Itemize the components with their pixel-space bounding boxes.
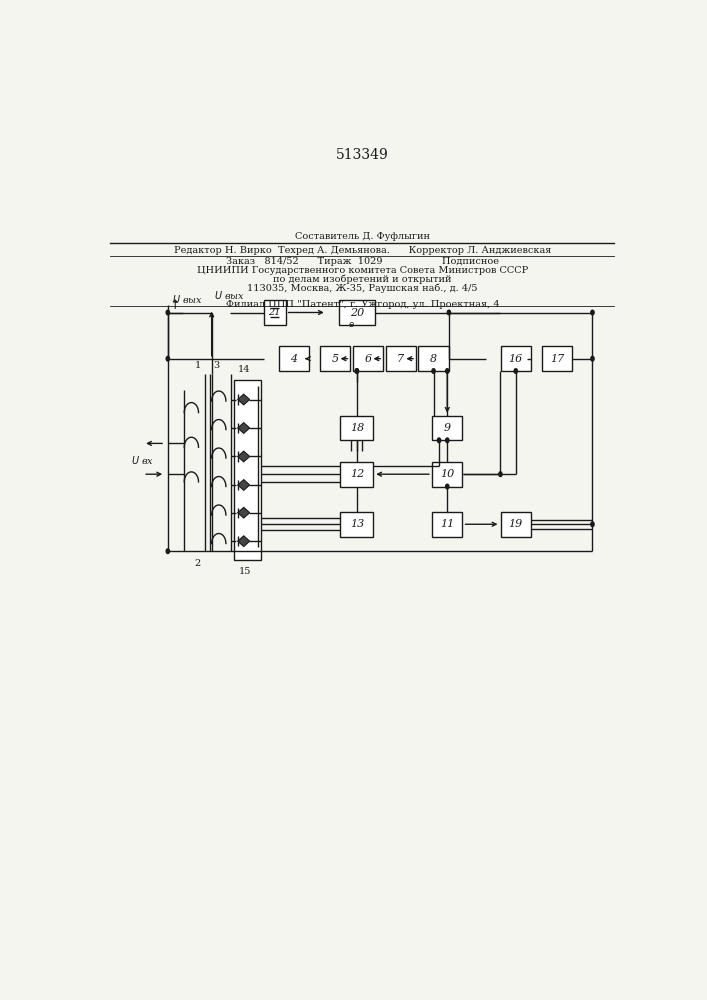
Bar (339, 300, 375, 325)
Bar (341, 512, 373, 537)
Text: 16: 16 (508, 354, 523, 364)
Text: 18: 18 (350, 423, 364, 433)
Text: ЦНИИПИ Государственного комитета Совета Министров СССР: ЦНИИПИ Государственного комитета Совета … (197, 266, 528, 275)
Polygon shape (238, 451, 250, 462)
Text: 11: 11 (440, 519, 455, 529)
Text: 7: 7 (397, 354, 404, 364)
Bar (264, 300, 286, 325)
Text: 2: 2 (194, 559, 201, 568)
Polygon shape (238, 394, 250, 405)
Circle shape (445, 484, 449, 489)
Bar (432, 462, 462, 487)
Text: $U$ вх: $U$ вх (131, 454, 154, 466)
Circle shape (166, 549, 170, 554)
Text: 15: 15 (238, 567, 251, 576)
Bar (279, 346, 309, 371)
Text: 513349: 513349 (336, 148, 389, 162)
Text: 113035, Москва, Ж-35, Раушская наб., д. 4/5: 113035, Москва, Ж-35, Раушская наб., д. … (247, 284, 478, 293)
Text: Заказ   814/52      Тираж  1029                   Подписное: Заказ 814/52 Тираж 1029 Подписное (226, 257, 499, 266)
Bar (320, 346, 350, 371)
Text: 19: 19 (508, 519, 523, 529)
Circle shape (591, 310, 594, 315)
Circle shape (445, 438, 449, 443)
Bar (353, 346, 383, 371)
Text: 3: 3 (213, 361, 219, 370)
Text: 12: 12 (350, 469, 364, 479)
Circle shape (498, 472, 502, 477)
Text: e: e (349, 320, 354, 329)
Polygon shape (238, 423, 250, 433)
Text: 20: 20 (350, 308, 364, 318)
Polygon shape (238, 508, 250, 518)
Bar (432, 512, 462, 537)
Text: 21: 21 (269, 308, 281, 317)
Text: 14: 14 (238, 365, 251, 374)
Circle shape (445, 369, 449, 373)
Polygon shape (238, 480, 250, 490)
Text: 13: 13 (350, 519, 364, 529)
Text: по делам изобретений и открытий: по делам изобретений и открытий (273, 275, 452, 284)
Text: 8: 8 (430, 354, 437, 364)
Bar (341, 416, 373, 440)
Text: 9: 9 (444, 423, 451, 433)
Text: Редактор Н. Вирко  Техред А. Демьянова.      Корректор Л. Анджиевская: Редактор Н. Вирко Техред А. Демьянова. К… (174, 246, 551, 255)
Text: 1: 1 (194, 361, 201, 370)
Text: 4: 4 (291, 354, 298, 364)
Bar (419, 346, 449, 371)
Text: $U$ вых: $U$ вых (214, 289, 245, 301)
Text: Составитель Д. Фуфлыгин: Составитель Д. Фуфлыгин (295, 232, 430, 241)
Text: 10: 10 (440, 469, 455, 479)
Circle shape (448, 310, 450, 315)
Bar (341, 462, 373, 487)
Text: ↑: ↑ (169, 299, 180, 312)
Bar (432, 416, 462, 440)
Circle shape (355, 369, 358, 373)
Text: Филиал ППП "Патент", г. Ужгород, ул. Проектная, 4: Филиал ППП "Патент", г. Ужгород, ул. Про… (226, 300, 499, 309)
Circle shape (166, 310, 170, 315)
Bar (542, 346, 572, 371)
Circle shape (438, 438, 440, 443)
Circle shape (432, 369, 436, 373)
Polygon shape (238, 536, 250, 546)
Bar (501, 346, 531, 371)
Circle shape (591, 522, 594, 527)
Bar (233, 380, 261, 560)
Bar (385, 346, 416, 371)
Text: 17: 17 (550, 354, 564, 364)
Bar (501, 512, 531, 537)
Circle shape (355, 369, 358, 373)
Text: 6: 6 (364, 354, 371, 364)
Circle shape (514, 369, 518, 373)
Circle shape (166, 356, 170, 361)
Text: $U$ вых: $U$ вых (173, 293, 204, 305)
Text: 5: 5 (332, 354, 339, 364)
Circle shape (591, 356, 594, 361)
